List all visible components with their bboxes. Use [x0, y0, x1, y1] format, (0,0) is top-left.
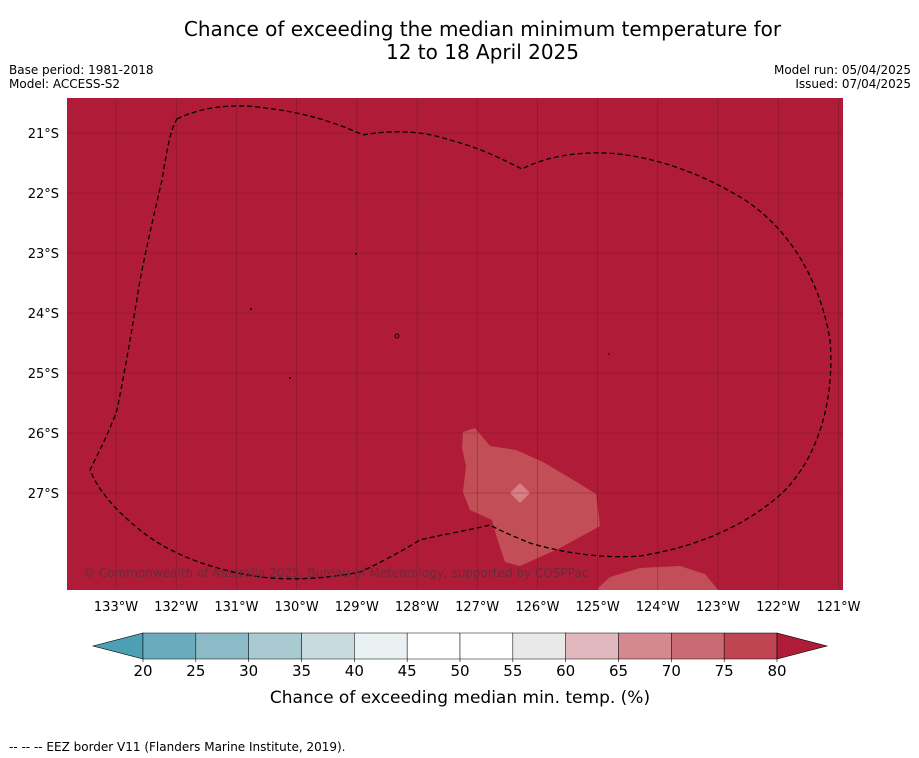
longitude-labels: 133°W 132°W 131°W 130°W 129°W 128°W 127°W 126°W… [94, 600, 861, 615]
lat-tick-label: 27°S [28, 487, 59, 502]
lon-tick-label: 125°W [576, 600, 620, 615]
lon-tick-label: 129°W [335, 600, 379, 615]
lon-tick-label: 127°W [455, 600, 499, 615]
map-background [67, 98, 843, 590]
title-line-1: Chance of exceeding the median minimum t… [183, 17, 782, 41]
lon-tick-label: 121°W [816, 600, 860, 615]
colorbar-segment [301, 632, 355, 660]
chart-title: Chance of exceeding the median minimum t… [0, 18, 919, 64]
eez-legend-note: -- -- -- EEZ border V11 (Flanders Marine… [9, 740, 346, 754]
colorbar-segment [512, 632, 566, 660]
colorbar-segment [248, 632, 302, 660]
lon-tick-label: 128°W [395, 600, 439, 615]
copyright-text: © Commonwealth of Australia 2025, Bureau… [83, 566, 588, 580]
meta-right: Model run: 05/04/2025 Issued: 07/04/2025 [774, 63, 911, 91]
colorbar-tick-label: 80 [767, 662, 786, 680]
lat-tick-label: 23°S [28, 247, 59, 262]
colorbar-segment [618, 632, 672, 660]
colorbar-tick-label: 40 [345, 662, 364, 680]
colorbar-segment [354, 632, 408, 660]
lat-tick-label: 24°S [28, 307, 59, 322]
colorbar-tick-label: 55 [503, 662, 522, 680]
colorbar-tick-label: 45 [398, 662, 417, 680]
lon-tick-label: 122°W [756, 600, 800, 615]
lon-tick-label: 124°W [636, 600, 680, 615]
colorbar-segment [671, 632, 725, 660]
base-period: Base period: 1981-2018 [9, 63, 154, 77]
colorbar-segment [142, 632, 197, 660]
colorbar-segment [459, 632, 514, 660]
eez-border [89, 105, 832, 580]
colorbar-tick-label: 65 [609, 662, 628, 680]
colorbar-under-arrow [91, 632, 144, 660]
lon-tick-label: 133°W [94, 600, 138, 615]
colorbar-tick-label: 25 [186, 662, 205, 680]
meta-left: Base period: 1981-2018 Model: ACCESS-S2 [9, 63, 154, 91]
lon-tick-label: 131°W [214, 600, 258, 615]
colorbar: 20 25 30 35 40 45 50 55 60 65 70 75 80 [91, 632, 829, 680]
model-name: Model: ACCESS-S2 [9, 77, 121, 91]
colorbar-tick-label: 35 [292, 662, 311, 680]
model-run: Model run: 05/04/2025 [773, 63, 911, 77]
colorbar-tick-label: 70 [662, 662, 681, 680]
colorbar-segment [565, 632, 619, 660]
lat-tick-label: 25°S [28, 367, 59, 382]
colorbar-segment [406, 632, 461, 660]
map-gridlines [67, 98, 843, 590]
lon-tick-label: 123°W [696, 600, 740, 615]
lon-tick-label: 126°W [515, 600, 559, 615]
colorbar-tick-label: 60 [556, 662, 575, 680]
colorbar-tick-label: 20 [133, 662, 152, 680]
lat-tick-label: 21°S [28, 127, 59, 142]
title-line-2: 12 to 18 April 2025 [385, 40, 580, 64]
lon-tick-label: 130°W [275, 600, 319, 615]
colorbar-segment [723, 632, 778, 660]
colorbar-tick-label: 75 [715, 662, 734, 680]
islands [250, 253, 610, 379]
lat-tick-label: 26°S [28, 427, 59, 442]
issued-date: Issued: 07/04/2025 [795, 77, 911, 91]
colorbar-over-arrow [776, 632, 829, 660]
lat-tick-label: 22°S [28, 187, 59, 202]
latitude-labels: 21°S 22°S 23°S 24°S 25°S 26°S 27°S [28, 127, 59, 502]
colorbar-tick-label: 30 [239, 662, 258, 680]
colorbar-segment [195, 632, 249, 660]
lon-tick-label: 132°W [154, 600, 198, 615]
colorbar-label: Chance of exceeding median min. temp. (%… [270, 688, 650, 708]
colorbar-tick-label: 50 [450, 662, 469, 680]
